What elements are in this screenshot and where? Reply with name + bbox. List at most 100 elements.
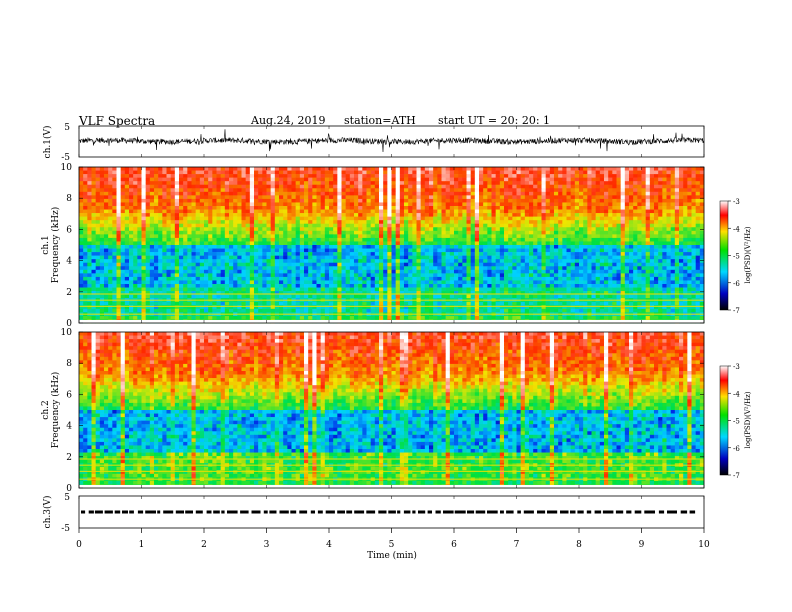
spectrogram-cell bbox=[679, 202, 684, 207]
spectrogram-cell bbox=[224, 266, 230, 271]
spectrogram-cell bbox=[362, 248, 367, 253]
spectrogram-cell bbox=[487, 191, 492, 196]
spectrogram-cell bbox=[574, 266, 580, 271]
spectrogram-cell bbox=[512, 266, 517, 271]
spectrogram-cell bbox=[512, 248, 517, 253]
spectrogram-cell bbox=[416, 273, 421, 278]
spectrogram-cell bbox=[95, 216, 101, 221]
spectrogram-cell bbox=[95, 188, 101, 193]
spectrogram-cell bbox=[683, 248, 688, 253]
spectrogram-cell bbox=[554, 266, 559, 271]
spectrogram-cell bbox=[374, 170, 380, 175]
spectrogram-cell bbox=[162, 213, 167, 217]
spectrogram-cell bbox=[341, 259, 346, 264]
spectrogram-cell bbox=[662, 181, 667, 186]
spectrogram-cell bbox=[474, 167, 480, 171]
spectrogram-cell bbox=[395, 170, 401, 175]
spectrogram-cell bbox=[391, 276, 396, 281]
spectrogram-cell bbox=[399, 269, 405, 274]
spectrogram-cell bbox=[158, 269, 163, 274]
spectrogram-cell bbox=[574, 273, 580, 278]
spectrogram-cell bbox=[687, 174, 692, 178]
spectrogram-cell bbox=[279, 216, 284, 221]
spectrogram-cell bbox=[529, 202, 534, 207]
spectrogram-cell bbox=[449, 234, 455, 239]
spectrogram-cell bbox=[412, 273, 417, 278]
spectrogram-cell bbox=[195, 213, 201, 217]
spectrogram-cell bbox=[512, 213, 517, 217]
spectrogram-cell bbox=[145, 259, 151, 264]
spectrogram-cell bbox=[508, 220, 513, 225]
spectrogram-cell bbox=[266, 248, 271, 253]
spectrogram-cell bbox=[629, 177, 634, 182]
spectrogram-cell bbox=[699, 209, 705, 214]
spectrogram-cell bbox=[187, 255, 192, 260]
spectrogram-cell bbox=[504, 230, 509, 235]
spectrogram-cell bbox=[366, 234, 371, 239]
spectrogram-cell bbox=[549, 220, 555, 225]
spectrogram-cell bbox=[483, 276, 488, 281]
spectrogram-cell bbox=[437, 266, 442, 271]
spectrogram-cell bbox=[641, 227, 646, 232]
spectrogram-cell bbox=[79, 284, 84, 288]
spectrogram-cell bbox=[387, 234, 392, 239]
spectrogram-cell bbox=[233, 177, 238, 182]
spectrogram-cell bbox=[241, 206, 246, 210]
spectrogram-cell bbox=[204, 177, 209, 182]
spectrogram-cell bbox=[629, 259, 634, 264]
spectrogram-cell bbox=[541, 269, 546, 274]
spectrogram-cell bbox=[383, 276, 388, 281]
spectrogram-cell bbox=[624, 206, 630, 210]
spectrogram-cell bbox=[345, 191, 351, 196]
spectrogram-cell bbox=[362, 234, 367, 239]
spectrogram-cell bbox=[570, 262, 576, 267]
spectrogram-cell bbox=[562, 191, 567, 196]
spectrogram-cell bbox=[358, 269, 363, 274]
spectrogram-cell bbox=[570, 280, 576, 285]
spectrogram-cell bbox=[433, 237, 438, 242]
spectrogram-cell bbox=[620, 255, 626, 260]
spectrogram-cell bbox=[99, 181, 105, 186]
spectrogram-cell bbox=[370, 259, 376, 264]
spectrogram-cell bbox=[645, 167, 651, 171]
spectrogram-cell bbox=[533, 184, 538, 189]
spectrogram-cell bbox=[154, 191, 159, 196]
spectrogram-cell bbox=[99, 255, 105, 260]
spectrogram-cell bbox=[562, 262, 567, 267]
spectrogram-cell bbox=[283, 248, 288, 253]
spectrogram-cell bbox=[533, 223, 538, 228]
spectrogram-cell bbox=[449, 213, 455, 217]
spectrogram-cell bbox=[204, 245, 209, 249]
spectrogram-cell bbox=[591, 227, 596, 232]
spectrogram-cell bbox=[645, 209, 651, 214]
spectrogram-cell bbox=[433, 202, 438, 207]
spectrogram-cell bbox=[216, 273, 221, 278]
spectrogram-cell bbox=[216, 245, 221, 249]
spectrogram-cell bbox=[179, 202, 184, 207]
spectrogram-cell bbox=[316, 227, 321, 232]
spectrogram-cell bbox=[387, 237, 392, 242]
spectrogram-cell bbox=[604, 188, 609, 193]
spectrogram-cell bbox=[487, 230, 492, 235]
spectrogram-cell bbox=[308, 248, 313, 253]
spectrogram-cell bbox=[658, 280, 663, 285]
spectrogram-cell bbox=[133, 269, 138, 274]
spectrogram-cell bbox=[579, 234, 584, 239]
spectrogram-cell bbox=[337, 227, 342, 232]
spectrogram-cell bbox=[216, 195, 221, 200]
spectrogram-cell bbox=[687, 230, 692, 235]
spectrogram-cell bbox=[312, 252, 317, 256]
spectrogram-cell bbox=[120, 227, 126, 232]
spectrogram-cell bbox=[124, 213, 130, 217]
spectrogram-cell bbox=[433, 230, 438, 235]
spectrogram-cell bbox=[633, 213, 638, 217]
spectrogram-cell bbox=[341, 213, 346, 217]
spectrogram-cell bbox=[691, 237, 696, 242]
spectrogram-cell bbox=[191, 220, 196, 225]
spectrogram-cell bbox=[404, 198, 409, 203]
spectrogram-cell bbox=[79, 220, 84, 225]
spectrogram-cell bbox=[570, 174, 576, 178]
spectrogram-cell bbox=[237, 223, 242, 228]
spectrogram-cell bbox=[429, 213, 434, 217]
spectrogram-cell bbox=[541, 252, 546, 256]
